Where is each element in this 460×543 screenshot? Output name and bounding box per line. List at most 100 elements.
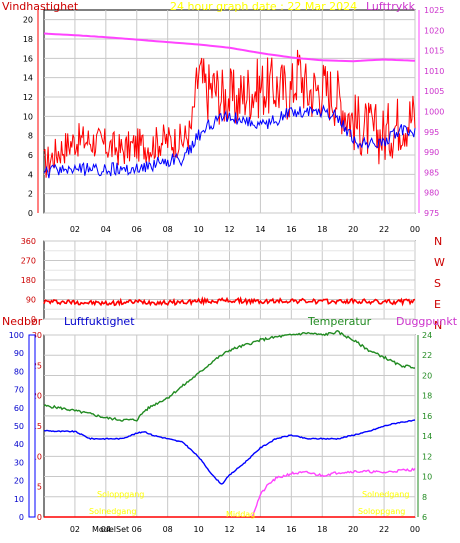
wind-x-tick-label: 08 [163, 225, 173, 234]
temperature-y-tick-label: 8 [422, 493, 427, 502]
wind-y-tick-label: 6 [28, 151, 33, 160]
precip-axis-label: Nedbør [2, 315, 43, 328]
humidity-y-tick-label: 0 [19, 513, 24, 522]
compass-label: N [434, 319, 442, 332]
pressure-y-tick-label: 975 [424, 209, 439, 218]
humidity-y-tick-label: 40 [14, 440, 24, 449]
compass-label: E [434, 298, 441, 311]
wind-y-tick-label: 8 [28, 132, 33, 141]
wind-y-tick-label: 0 [28, 209, 33, 218]
wind-y-tick-label: 10 [23, 112, 33, 121]
compass-label: W [434, 256, 445, 269]
climate-panel-grid [44, 334, 416, 518]
chart-title: 24 hour graph date : 22 Mar 2024 [170, 0, 357, 13]
wind-x-tick-label: 06 [132, 225, 142, 234]
climate-panel: 02 04 06 08 10 12 14 16 18 20 22 006810121416182022… [2, 315, 458, 534]
wind-pressure-panel: 02 04 06 08 10 12 14 16 18 20 22 000246810121416182… [2, 0, 444, 234]
wind-y-tick-label: 12 [23, 93, 33, 102]
humidity-y-tick-label: 80 [14, 367, 24, 376]
pressure-line [43, 32, 416, 63]
pressure-y-tick-label: 1020 [424, 26, 444, 35]
pressure-axis-label: Lufttrykk [366, 0, 416, 13]
sunset-annotation-right: Solnedgang [362, 490, 409, 499]
precip-y-tick-label: 20 [32, 392, 42, 401]
wind-x-tick-label: 10 [193, 225, 203, 234]
temperature-y-tick-label: 24 [422, 331, 432, 340]
wind-max-line [43, 49, 416, 178]
direction-panel-grid [44, 240, 416, 320]
wind-x-tick-label: 14 [255, 225, 265, 234]
pressure-y-tick-label: 1010 [424, 67, 444, 76]
pressure-y-tick-label: 990 [424, 148, 439, 157]
precip-y-tick-label: 0 [37, 513, 42, 522]
precip-y-tick-label: 15 [32, 422, 42, 431]
pressure-y-tick-label: 980 [424, 189, 439, 198]
wind-x-tick-label: 16 [286, 225, 296, 234]
humidity-y-tick-label: 60 [14, 404, 24, 413]
climate-x-tick-label: 12 [224, 525, 234, 534]
humidity-y-tick-label: 90 [14, 349, 24, 358]
wind-y-tick-label: 14 [23, 74, 33, 83]
wind-panel-series [43, 32, 416, 179]
humidity-y-tick-label: 70 [14, 386, 24, 395]
climate-x-tick-label: 00 [410, 525, 420, 534]
temperature-y-tick-label: 6 [422, 513, 427, 522]
temperature-axis-label: Temperatur [307, 315, 372, 328]
pressure-y-tick-label: 1000 [424, 108, 444, 117]
temperature-line [43, 330, 416, 422]
climate-x-tick-label: 14 [255, 525, 265, 534]
sunset-annotation: Solnedgang [89, 507, 136, 516]
pressure-y-tick-label: 1015 [424, 47, 444, 56]
modelset-label: ModelSet [92, 525, 129, 534]
precip-y-tick-label: 5 [37, 483, 42, 492]
pressure-y-tick-label: 1025 [424, 6, 444, 15]
dewpoint-axis-label: Duggpunkt [396, 315, 458, 328]
humidity-line [43, 419, 416, 485]
wind-direction-line [43, 295, 416, 307]
wind-x-tick-label: 04 [101, 225, 111, 234]
precip-y-tick-label: 30 [32, 331, 42, 340]
temperature-y-tick-label: 22 [422, 351, 432, 360]
dewpoint-line [252, 467, 416, 517]
wind-x-tick-label: 20 [348, 225, 358, 234]
sunrise-annotation-right: Soloppgang [358, 507, 405, 516]
humidity-axis-label: Luftfuktighet [64, 315, 135, 328]
wind-x-tick-label: 00 [410, 225, 420, 234]
climate-x-tick-label: 20 [348, 525, 358, 534]
humidity-y-tick-label: 20 [14, 477, 24, 486]
climate-x-tick-label: 18 [317, 525, 327, 534]
direction-panel-series [43, 295, 416, 307]
direction-y-tick-label: 180 [21, 276, 36, 285]
wind-panel-ticks: 02 04 06 08 10 12 14 16 18 20 22 000246810121416182… [23, 6, 445, 234]
wind-y-tick-label: 20 [23, 16, 33, 25]
wind-axis-label: Vindhastighet [2, 0, 79, 13]
direction-y-tick-label: 90 [26, 296, 36, 305]
temperature-y-tick-label: 18 [422, 392, 432, 401]
climate-x-tick-label: 04 [101, 525, 111, 534]
noon-annotation: Middag [226, 510, 255, 519]
sunrise-annotation: Soloppgang [97, 490, 144, 499]
wind-x-tick-label: 18 [317, 225, 327, 234]
precip-y-tick-label: 25 [32, 361, 42, 370]
direction-y-tick-label: 270 [21, 257, 36, 266]
climate-x-tick-label: 02 [70, 525, 80, 534]
temperature-y-tick-label: 16 [422, 412, 432, 421]
wind-y-tick-label: 4 [28, 170, 33, 179]
compass-label: N [434, 235, 442, 248]
climate-x-tick-label: 06 [132, 525, 142, 534]
humidity-y-tick-label: 30 [14, 458, 24, 467]
humidity-y-tick-label: 10 [14, 495, 24, 504]
humidity-y-tick-label: 50 [14, 422, 24, 431]
wind-avg-line [43, 104, 416, 179]
wind-y-tick-label: 16 [23, 54, 33, 63]
climate-x-tick-label: 08 [163, 525, 173, 534]
pressure-y-tick-label: 985 [424, 168, 439, 177]
climate-x-tick-label: 22 [379, 525, 389, 534]
precip-y-tick-label: 10 [32, 452, 42, 461]
direction-y-tick-label: 360 [21, 237, 36, 246]
wind-x-tick-label: 12 [224, 225, 234, 234]
humidity-y-tick-label: 100 [9, 331, 24, 340]
